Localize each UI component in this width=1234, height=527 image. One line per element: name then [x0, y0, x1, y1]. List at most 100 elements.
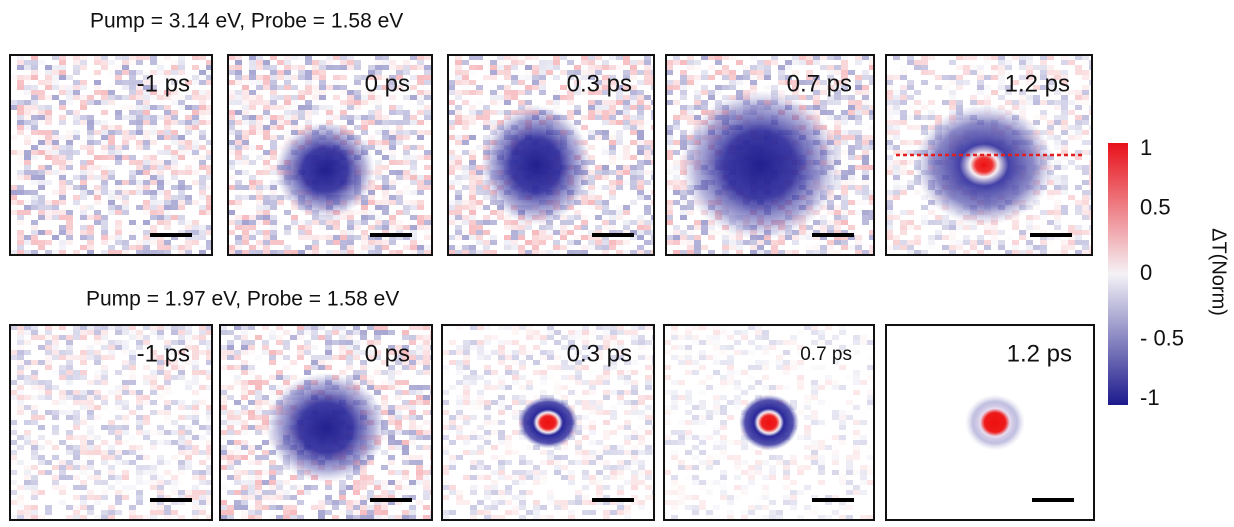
pixel — [1005, 100, 1012, 105]
pixel — [66, 370, 73, 375]
pixel — [150, 200, 157, 205]
pixel — [94, 140, 101, 145]
pixel — [637, 125, 644, 130]
pixel — [455, 110, 462, 115]
pixel — [848, 170, 855, 175]
pixel — [17, 405, 24, 410]
pixel — [694, 100, 701, 105]
pixel — [416, 395, 423, 400]
pixel — [143, 155, 150, 160]
pixel — [949, 105, 956, 110]
pixel — [673, 85, 680, 90]
pixel — [52, 95, 59, 100]
pixel — [893, 95, 900, 100]
pixel — [73, 185, 80, 190]
pixel — [396, 120, 403, 125]
pixel — [424, 175, 431, 180]
pixel — [94, 355, 101, 360]
pixel — [164, 420, 171, 425]
pixel — [192, 200, 199, 205]
pixel — [248, 345, 255, 350]
pixel — [305, 115, 312, 120]
pixel — [108, 195, 115, 200]
pixel — [396, 170, 403, 175]
pixel — [476, 200, 483, 205]
pixel — [609, 155, 616, 160]
pixel — [171, 440, 178, 445]
pixel — [199, 130, 206, 135]
pixel — [185, 450, 192, 455]
pixel — [820, 220, 827, 225]
pixel — [942, 225, 949, 230]
pixel — [199, 425, 206, 430]
pixel — [192, 350, 199, 355]
pixel — [270, 240, 277, 245]
pixel — [199, 95, 206, 100]
pixel — [637, 225, 644, 230]
pixel — [255, 390, 262, 395]
pixel — [164, 245, 171, 250]
pixel — [743, 240, 750, 245]
pixel — [410, 155, 417, 160]
pixel — [87, 445, 94, 450]
pixel — [312, 240, 319, 245]
panel-label: 0.3 ps — [567, 70, 632, 97]
pixel — [340, 245, 347, 250]
pixel — [115, 435, 122, 440]
pixel — [235, 140, 242, 145]
pixel — [185, 225, 192, 230]
pixel — [616, 185, 623, 190]
pixel — [701, 90, 708, 95]
pixel — [623, 145, 630, 150]
pixel — [157, 115, 164, 120]
pixel — [630, 155, 637, 160]
pixel — [108, 470, 115, 475]
panel-label: 0.7 ps — [787, 70, 852, 97]
pixel — [518, 235, 525, 240]
pixel — [991, 240, 998, 245]
signal-spot — [680, 90, 840, 240]
pixel — [353, 355, 360, 360]
pixel — [45, 65, 52, 70]
pixel — [45, 95, 52, 100]
pixel — [150, 125, 157, 130]
pixel — [157, 65, 164, 70]
pixel — [886, 235, 893, 240]
pixel — [546, 230, 553, 235]
pixel — [1075, 115, 1082, 120]
pixel — [87, 460, 94, 465]
pixel — [998, 65, 1005, 70]
pixel — [52, 385, 59, 390]
pixel — [73, 130, 80, 135]
pixel — [115, 110, 122, 115]
pixel — [616, 170, 623, 175]
pixel — [666, 210, 673, 215]
pixel — [269, 355, 276, 360]
row-title: Pump = 1.97 eV, Probe = 1.58 eV — [86, 288, 399, 311]
pixel — [448, 215, 455, 220]
pixel — [17, 130, 24, 135]
pixel — [185, 130, 192, 135]
pixel — [45, 380, 52, 385]
pixel — [806, 230, 813, 235]
pixel — [305, 75, 312, 80]
pixel — [855, 80, 862, 85]
pixel — [291, 105, 298, 110]
pixel — [52, 235, 59, 240]
pixel — [305, 60, 312, 65]
pixel — [284, 110, 291, 115]
pixel — [115, 370, 122, 375]
pixel — [616, 240, 623, 245]
pixel — [73, 370, 80, 375]
pixel — [129, 365, 136, 370]
pixel — [666, 65, 673, 70]
pixel — [1012, 240, 1019, 245]
pixel — [701, 75, 708, 80]
pixel — [574, 105, 581, 110]
pixel — [136, 225, 143, 230]
pixel — [862, 180, 869, 185]
panel-label: -1 ps — [137, 340, 190, 367]
pixel — [101, 455, 108, 460]
pixel — [157, 215, 164, 220]
pixel — [52, 465, 59, 470]
